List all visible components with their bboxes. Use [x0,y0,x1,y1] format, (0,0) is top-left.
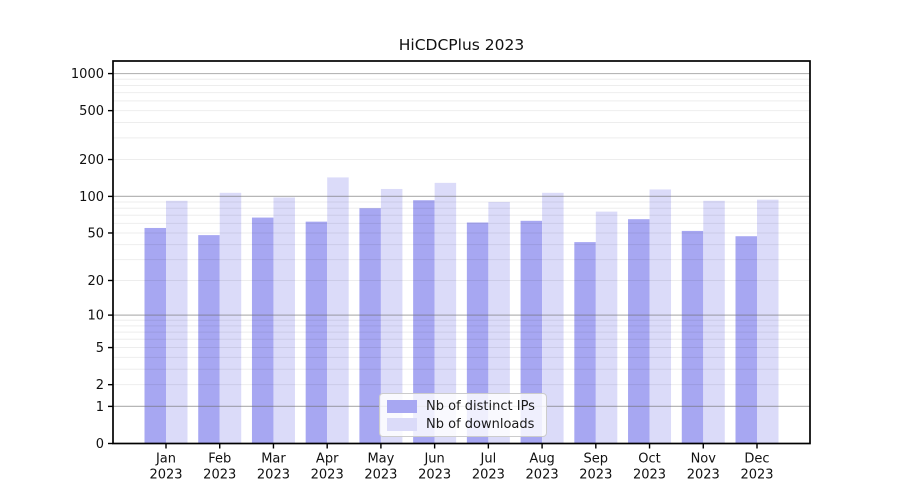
x-tick-label-year: 2023 [203,468,236,483]
y-tick-label: 100 [79,190,104,205]
bar-feb-downloads [219,192,242,444]
x-tick-label-year: 2023 [149,468,182,483]
bar-sep-downloads [595,211,618,444]
bar-jun-downloads [434,182,457,444]
bar-jun-distinct-ips [413,200,435,444]
bar-mar-distinct-ips [251,217,274,444]
bar-apr-downloads [327,177,349,444]
legend-swatch-downloads [387,417,417,431]
bar-oct-downloads [649,189,672,444]
x-tick-label-year: 2023 [579,468,612,483]
bar-jul-distinct-ips [466,222,489,444]
legend-label-downloads: Nb of downloads [426,416,535,432]
x-tick-label-year: 2023 [418,468,451,483]
y-tick-label: 1000 [71,67,104,82]
bar-jan-distinct-ips [144,227,166,444]
x-tick-label-month: Oct [638,452,660,467]
x-tick-label-month: Jul [480,452,497,467]
legend-item-downloads: Nb of downloads [387,417,546,432]
legend-swatch-distinct-ips [387,399,417,413]
x-tick-label-year: 2023 [472,468,505,483]
y-tick-label: 20 [87,274,104,289]
chart-title: HiCDCPlus 2023 [398,36,525,54]
x-tick-label-year: 2023 [687,468,720,483]
bar-aug-distinct-ips [520,220,543,444]
bar-may-downloads [380,188,403,444]
y-tick-label: 1 [96,400,104,415]
x-tick-label-month: Jan [155,452,176,467]
bar-apr-distinct-ips [305,221,328,444]
legend-item-distinct-ips: Nb of distinct IPs [387,399,546,414]
y-tick-label: 0 [96,437,104,452]
bar-nov-downloads [703,200,725,444]
y-tick-label: 50 [87,226,104,241]
x-tick-label-month: Sep [584,452,609,467]
x-tick-label-month: Nov [691,452,717,467]
x-tick-label-month: Apr [316,452,339,467]
x-tick-label-year: 2023 [311,468,344,483]
bar-jul-downloads [488,201,510,444]
y-tick-label: 2 [96,378,104,393]
bar-aug-downloads [542,192,564,444]
y-tick-label: 500 [79,104,104,119]
bar-dec-downloads [757,199,779,444]
y-tick-label: 200 [79,153,104,168]
bar-jan-downloads [166,200,188,444]
bars-downloads [166,177,779,444]
y-axis: 0 1 2 5 10 20 50 100 200 500 1000 [71,67,113,452]
x-tick-label-year: 2023 [740,468,773,483]
x-axis: Jan2023Feb2023Mar2023Apr2023May2023Jun20… [149,443,774,483]
bar-oct-distinct-ips [628,219,650,444]
bar-sep-distinct-ips [574,242,596,444]
chart-legend: Nb of distinct IPs Nb of downloads [379,393,547,437]
plot-frame [112,60,811,445]
bar-nov-distinct-ips [681,230,704,444]
x-tick-label-month: Aug [529,452,554,467]
bar-dec-distinct-ips [735,236,757,444]
bars-distinct-ips [144,200,757,444]
x-tick-label-year: 2023 [364,468,397,483]
bar-feb-distinct-ips [198,235,220,444]
x-tick-label-year: 2023 [526,468,559,483]
x-tick-label-month: Feb [208,452,231,467]
gridlines [113,72,810,407]
x-tick-label-month: Jun [423,452,444,467]
x-tick-label-month: Mar [261,452,286,467]
bar-may-distinct-ips [359,208,381,444]
x-tick-label-month: Dec [744,452,769,467]
y-tick-label: 5 [96,341,104,356]
x-tick-label-year: 2023 [257,468,290,483]
bar-mar-downloads [273,197,295,444]
x-tick-label-month: May [367,452,394,467]
x-tick-label-year: 2023 [633,468,666,483]
legend-label-distinct-ips: Nb of distinct IPs [426,398,535,414]
y-tick-label: 10 [87,309,104,324]
